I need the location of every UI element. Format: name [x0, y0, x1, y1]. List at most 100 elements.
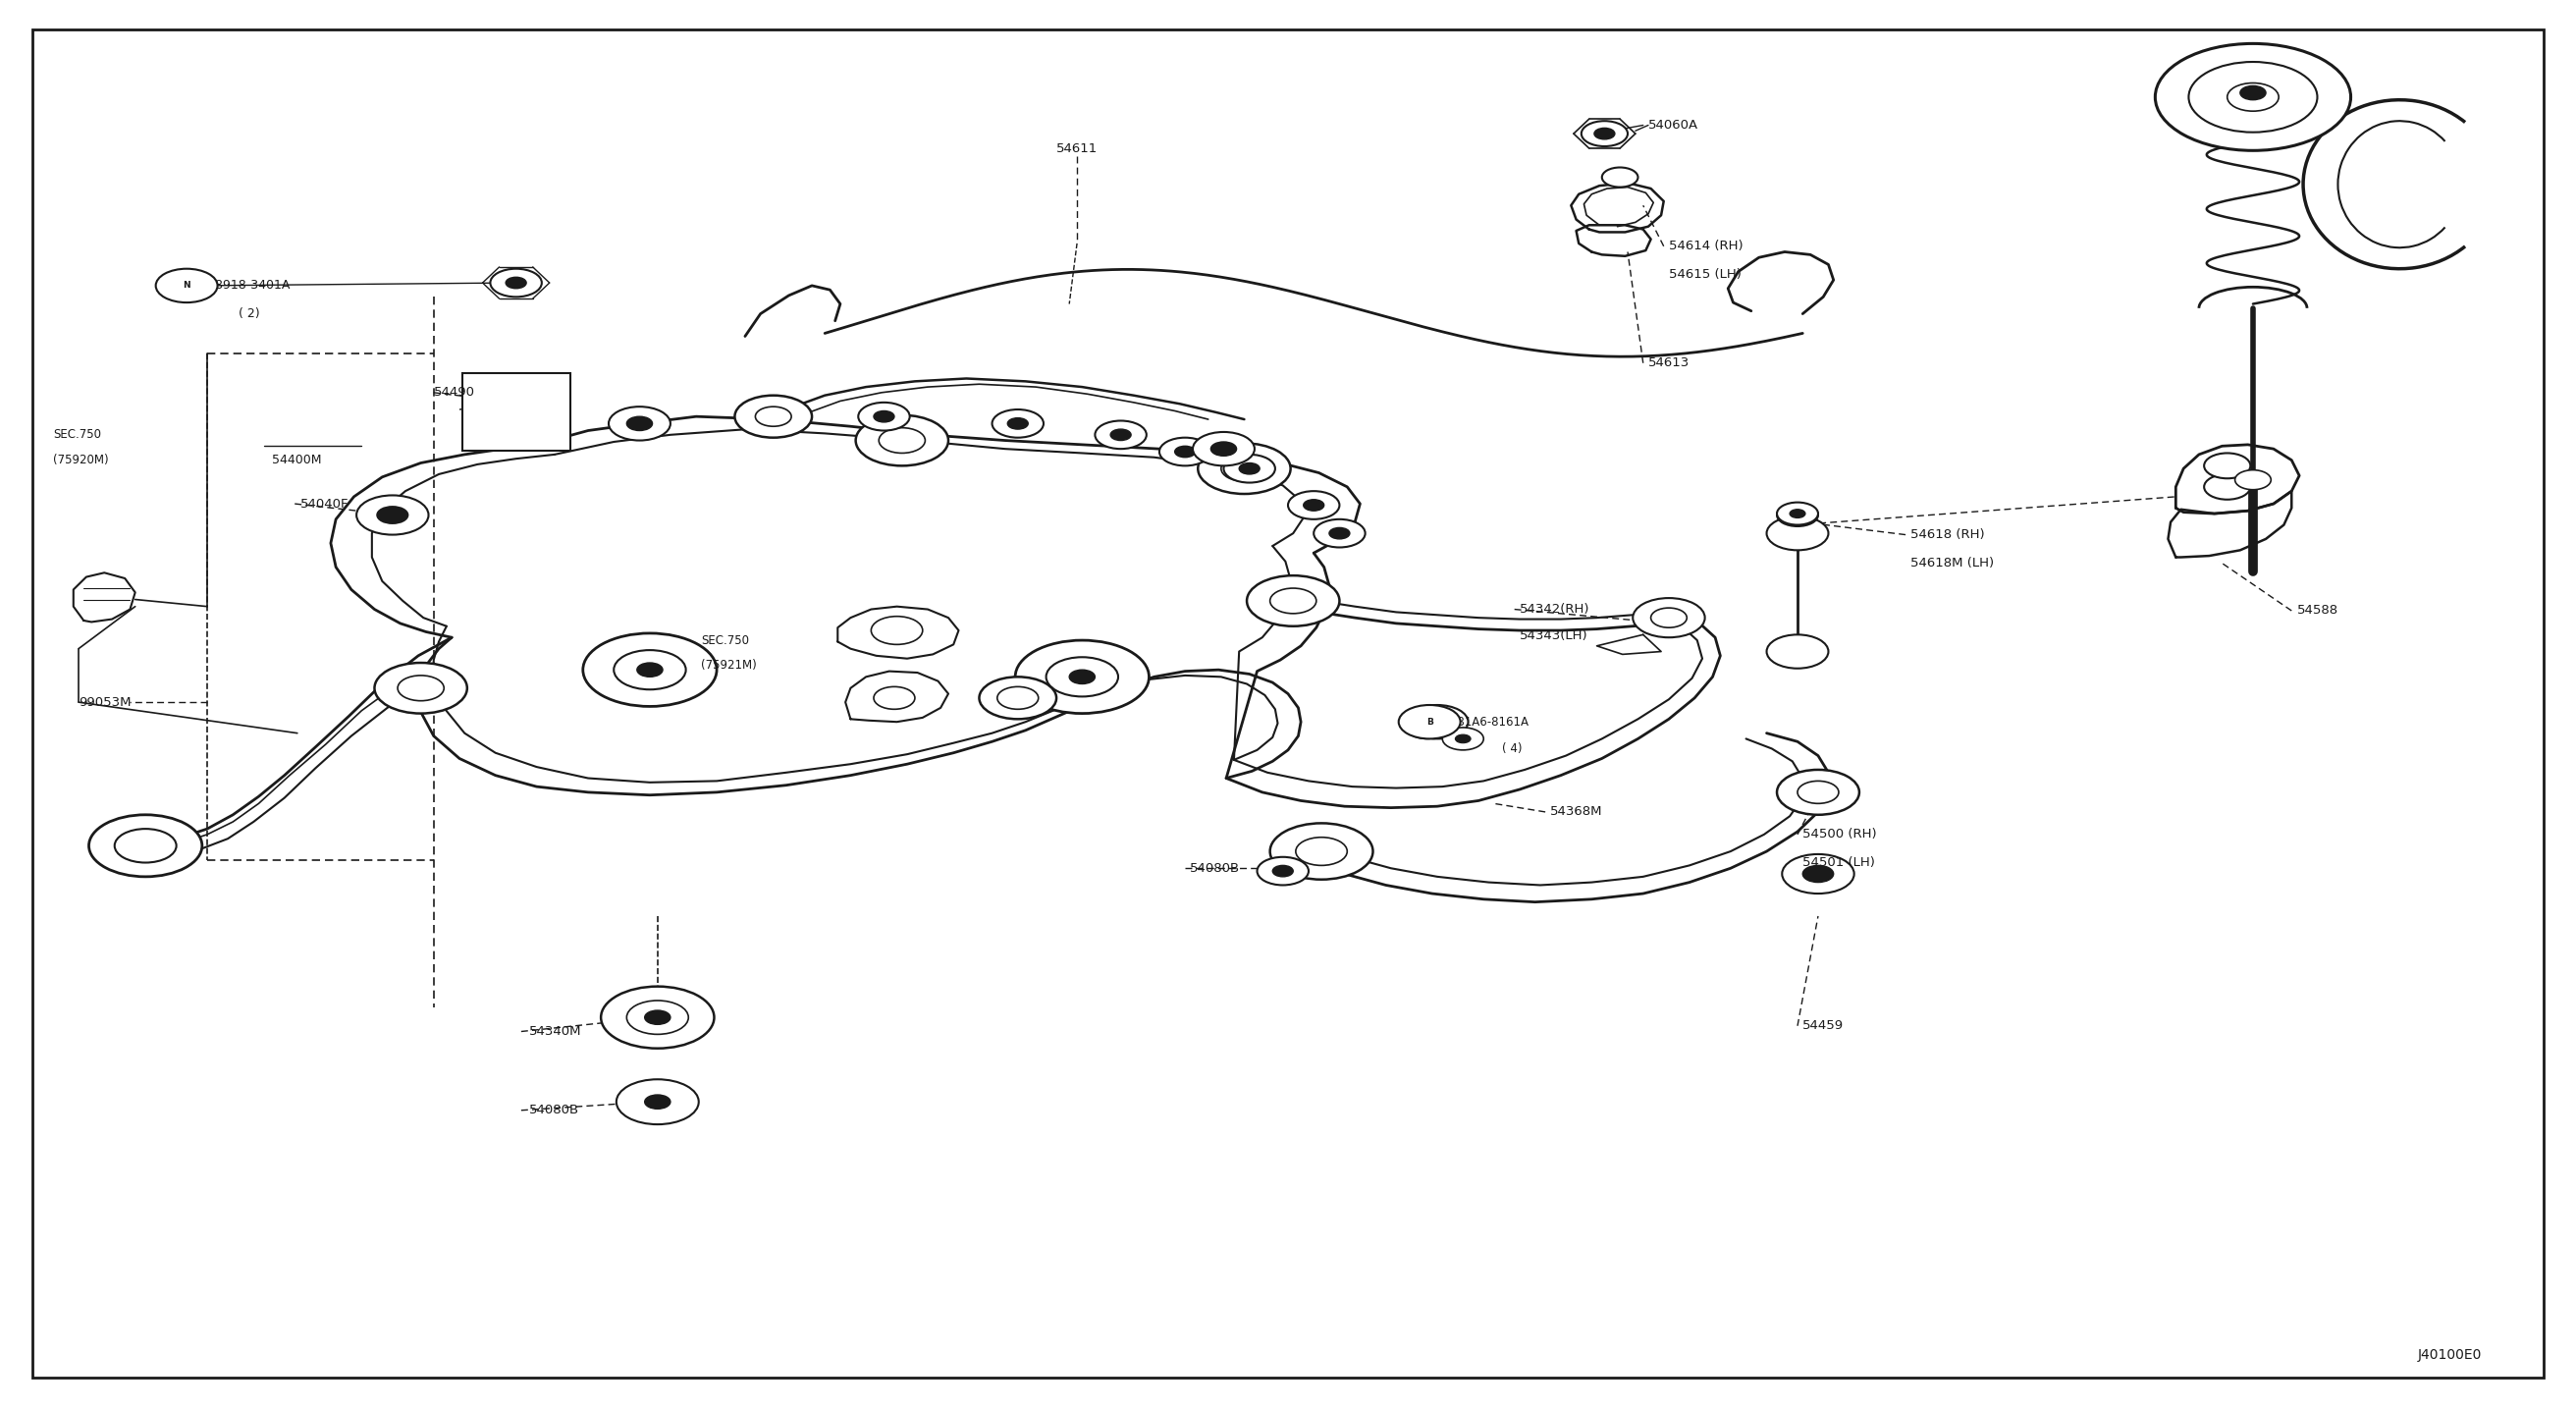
Circle shape: [1247, 575, 1340, 626]
Circle shape: [2241, 86, 2267, 100]
Circle shape: [1288, 491, 1340, 519]
Circle shape: [613, 650, 685, 689]
Text: 54368M: 54368M: [1551, 805, 1602, 818]
Text: 54618 (RH): 54618 (RH): [1911, 529, 1986, 541]
Circle shape: [1015, 640, 1149, 713]
Circle shape: [1046, 657, 1118, 697]
Circle shape: [1211, 441, 1236, 455]
Text: 54501 (LH): 54501 (LH): [1803, 856, 1875, 869]
Text: 99053M: 99053M: [77, 695, 131, 709]
Circle shape: [1443, 728, 1484, 750]
Circle shape: [1582, 121, 1628, 147]
Circle shape: [1777, 502, 1819, 525]
Text: 54490: 54490: [433, 386, 474, 399]
Circle shape: [1303, 499, 1324, 510]
Circle shape: [1602, 168, 1638, 188]
Text: J40100E0: J40100E0: [2419, 1348, 2483, 1362]
Circle shape: [858, 402, 909, 430]
Circle shape: [755, 406, 791, 426]
Circle shape: [1270, 823, 1373, 880]
Text: 54459: 54459: [1803, 1019, 1844, 1032]
Bar: [461, 374, 569, 451]
Circle shape: [1329, 527, 1350, 539]
Circle shape: [2205, 453, 2251, 478]
Circle shape: [374, 663, 466, 713]
Circle shape: [2190, 62, 2318, 133]
Circle shape: [1798, 781, 1839, 804]
Circle shape: [644, 1011, 670, 1025]
Circle shape: [2205, 474, 2251, 499]
Circle shape: [1790, 509, 1806, 517]
Circle shape: [1257, 857, 1309, 885]
Circle shape: [644, 1094, 670, 1108]
Circle shape: [1790, 510, 1806, 519]
Text: 54343(LH): 54343(LH): [1520, 630, 1587, 643]
Text: 54080B: 54080B: [528, 1104, 580, 1117]
Circle shape: [1406, 705, 1468, 739]
Circle shape: [1633, 598, 1705, 637]
Text: ( 2): ( 2): [237, 307, 260, 320]
Circle shape: [997, 687, 1038, 709]
Text: (75920M): (75920M): [54, 454, 108, 467]
Circle shape: [1159, 437, 1211, 465]
Circle shape: [1783, 854, 1855, 894]
Text: 54611: 54611: [1056, 142, 1097, 155]
Text: 54613: 54613: [1649, 357, 1690, 369]
Circle shape: [855, 415, 948, 465]
Circle shape: [155, 269, 216, 303]
Circle shape: [1406, 716, 1448, 739]
Circle shape: [376, 506, 407, 523]
Text: N: N: [183, 281, 191, 290]
Text: 54400M: 54400M: [270, 454, 322, 467]
Circle shape: [873, 687, 914, 709]
Circle shape: [1296, 838, 1347, 866]
Text: 54342(RH): 54342(RH): [1520, 603, 1589, 616]
Circle shape: [582, 633, 716, 706]
Circle shape: [626, 1001, 688, 1035]
Text: SEC.750: SEC.750: [54, 429, 100, 441]
Circle shape: [1095, 420, 1146, 448]
Circle shape: [2156, 44, 2352, 151]
Circle shape: [1221, 455, 1267, 481]
Text: 54615 (LH): 54615 (LH): [1669, 268, 1741, 281]
Circle shape: [2228, 83, 2280, 111]
Circle shape: [734, 395, 811, 437]
Circle shape: [1803, 866, 1834, 883]
Circle shape: [1595, 128, 1615, 140]
Circle shape: [1767, 635, 1829, 668]
Circle shape: [1455, 735, 1471, 743]
Circle shape: [1069, 670, 1095, 684]
Text: B: B: [1427, 718, 1432, 726]
Circle shape: [88, 815, 201, 877]
Circle shape: [1651, 608, 1687, 627]
Text: 54588: 54588: [2298, 605, 2339, 618]
Circle shape: [1399, 705, 1461, 739]
Circle shape: [608, 406, 670, 440]
Circle shape: [600, 987, 714, 1049]
Circle shape: [878, 427, 925, 453]
Text: 54060A: 54060A: [1649, 118, 1698, 131]
Text: SEC.750: SEC.750: [701, 635, 750, 647]
Circle shape: [1777, 770, 1860, 815]
Circle shape: [616, 1079, 698, 1124]
Circle shape: [1314, 519, 1365, 547]
Circle shape: [113, 829, 175, 863]
Circle shape: [1110, 429, 1131, 440]
Text: 08918-3401A: 08918-3401A: [206, 279, 291, 292]
Circle shape: [979, 677, 1056, 719]
Circle shape: [626, 416, 652, 430]
Text: ( 4): ( 4): [1502, 742, 1522, 754]
Circle shape: [1007, 417, 1028, 429]
Circle shape: [2236, 470, 2272, 489]
Circle shape: [992, 409, 1043, 437]
Circle shape: [1175, 446, 1195, 457]
Circle shape: [489, 269, 541, 298]
Circle shape: [505, 278, 526, 289]
Circle shape: [636, 663, 662, 677]
Circle shape: [1767, 516, 1829, 550]
Circle shape: [871, 616, 922, 644]
Text: 54614 (RH): 54614 (RH): [1669, 240, 1744, 252]
Text: 54618M (LH): 54618M (LH): [1911, 557, 1994, 570]
Circle shape: [1198, 443, 1291, 494]
Text: (75921M): (75921M): [701, 660, 757, 673]
